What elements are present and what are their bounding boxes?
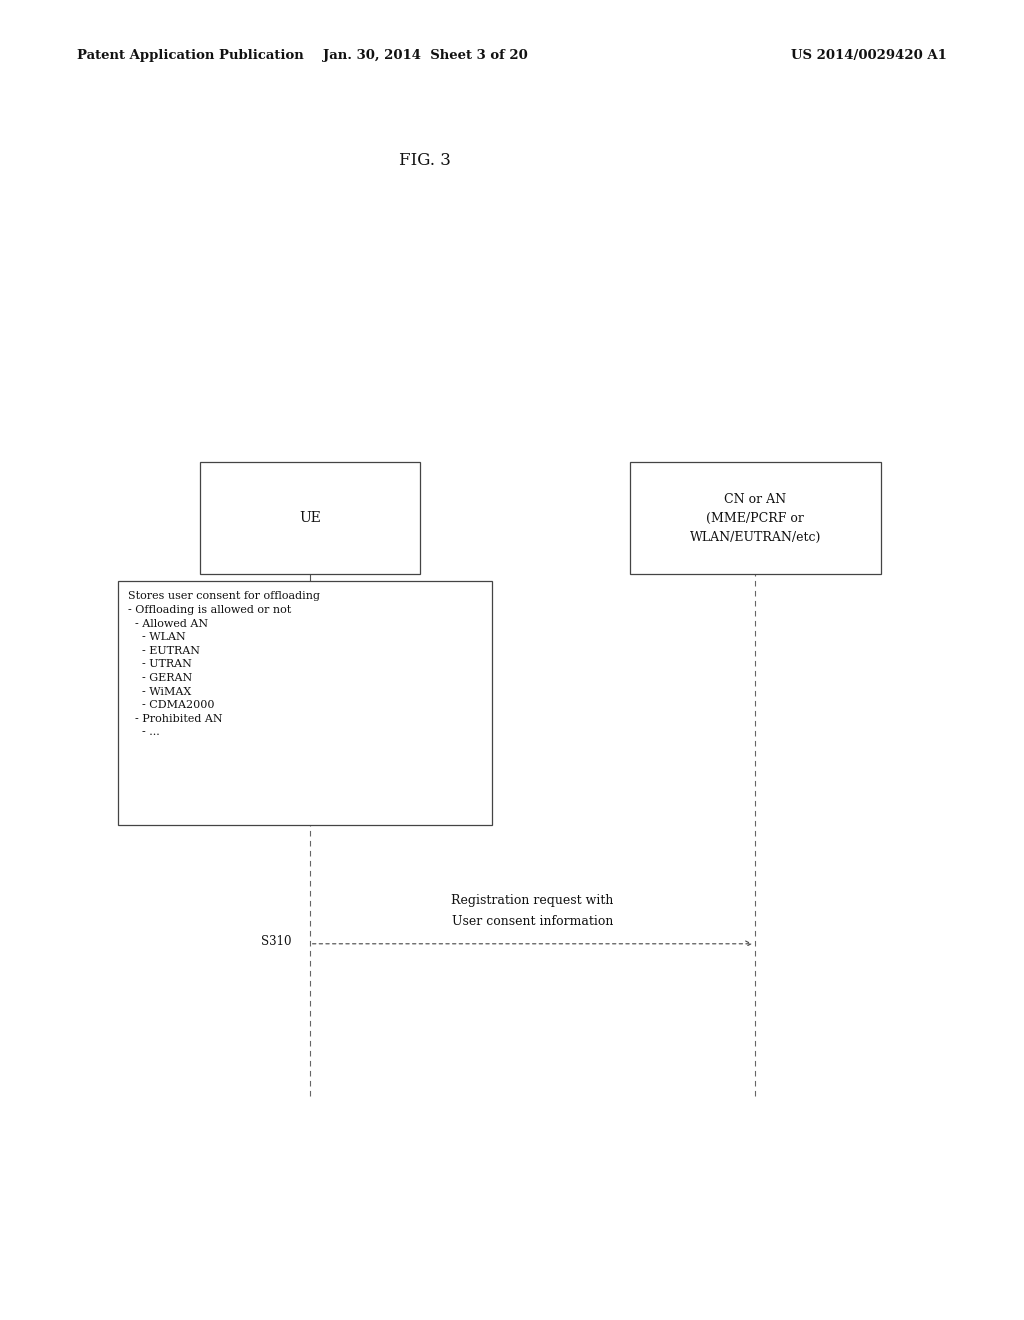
Text: Registration request with: Registration request with [452, 894, 613, 907]
Bar [200, 462, 420, 574]
Text: US 2014/0029420 A1: US 2014/0029420 A1 [792, 49, 947, 62]
Text: UE: UE [299, 511, 321, 525]
Text: Jan. 30, 2014  Sheet 3 of 20: Jan. 30, 2014 Sheet 3 of 20 [323, 49, 527, 62]
Bar [630, 462, 881, 574]
Bar [118, 581, 492, 825]
Text: Patent Application Publication: Patent Application Publication [77, 49, 303, 62]
Text: FIG. 3: FIG. 3 [399, 152, 451, 169]
Text: User consent information: User consent information [452, 915, 613, 928]
Text: S310: S310 [261, 935, 291, 948]
Text: CN or AN
(MME/PCRF or
WLAN/EUTRAN/etc): CN or AN (MME/PCRF or WLAN/EUTRAN/etc) [689, 492, 821, 544]
Text: Stores user consent for offloading
- Offloading is allowed or not
  - Allowed AN: Stores user consent for offloading - Off… [128, 591, 319, 738]
